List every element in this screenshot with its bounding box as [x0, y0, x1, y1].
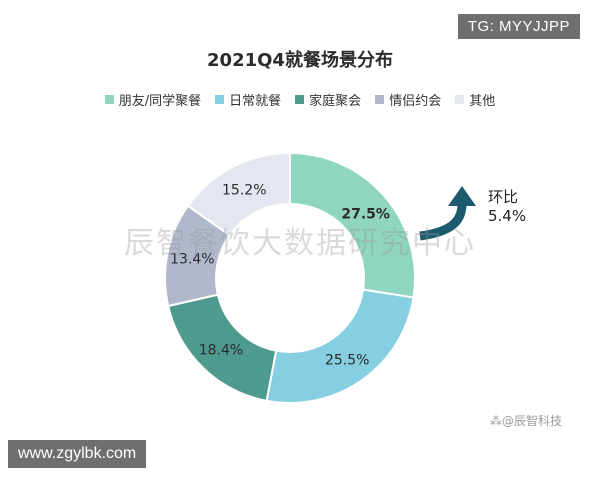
legend-item-couple: 情侣约会 — [375, 90, 441, 109]
mom-annotation: 环比 5.4% — [488, 188, 526, 226]
watermark-text: 辰智餐饮大数据研究中心 — [124, 226, 476, 261]
slice-daily — [265, 288, 415, 404]
tg-badge: TG: MYYJJPP — [457, 14, 580, 39]
url-badge: www.zgylbk.com — [8, 440, 147, 468]
legend-label-friends: 朋友/同学聚餐 — [118, 94, 202, 109]
mom-annotation-label: 环比 — [488, 188, 519, 206]
growth-arrow-shaft — [419, 203, 467, 241]
legend-label-couple: 情侣约会 — [389, 94, 442, 109]
legend-swatch-other — [455, 95, 465, 104]
legend-label-other: 其他 — [469, 94, 496, 109]
legend-item-daily: 日常就餐 — [215, 90, 281, 109]
growth-arrow-head — [448, 186, 476, 206]
legend-swatch-family — [295, 95, 305, 104]
legend-item-family: 家庭聚会 — [295, 90, 361, 109]
chart-legend: 朋友/同学聚餐 日常就餐 家庭聚会 情侣约会 其他 — [0, 90, 600, 109]
slice-label-family: 18.4% — [199, 343, 243, 359]
legend-item-friends: 朋友/同学聚餐 — [104, 90, 202, 109]
legend-swatch-daily — [215, 95, 225, 104]
slice-label-couple: 13.4% — [170, 252, 214, 268]
slice-label-daily: 25.5% — [325, 352, 369, 368]
slice-label-friends: 27.5% — [341, 206, 390, 222]
slice-friends — [289, 151, 416, 299]
legend-swatch-couple — [375, 95, 385, 104]
legend-item-other: 其他 — [455, 90, 495, 109]
slice-label-other: 15.2% — [222, 183, 266, 199]
chart-title: 2021Q4就餐场景分布 — [207, 50, 393, 71]
legend-label-daily: 日常就餐 — [229, 94, 282, 109]
weibo-watermark: ⁂@辰智科技 — [489, 414, 562, 428]
slice-other — [186, 151, 291, 237]
legend-swatch-friends — [104, 95, 114, 104]
mom-annotation-value: 5.4% — [488, 207, 527, 225]
legend-label-family: 家庭聚会 — [309, 94, 362, 109]
